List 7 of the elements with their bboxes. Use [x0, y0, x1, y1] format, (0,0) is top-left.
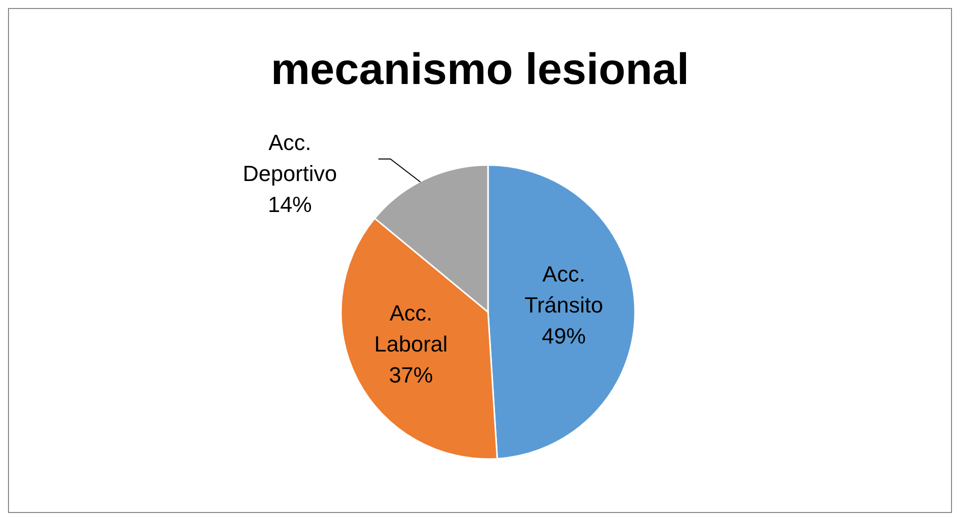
data-label: 49%	[542, 322, 586, 348]
slice-label: Acc. Laboral	[374, 300, 448, 356]
slice-label: Acc. Deportivo	[242, 129, 337, 186]
slice-label: Acc. Tránsito	[524, 260, 604, 317]
data-label: 37%	[388, 362, 433, 388]
chart-title: mecanismo lesional	[270, 45, 690, 95]
data-label: 14%	[268, 191, 312, 216]
